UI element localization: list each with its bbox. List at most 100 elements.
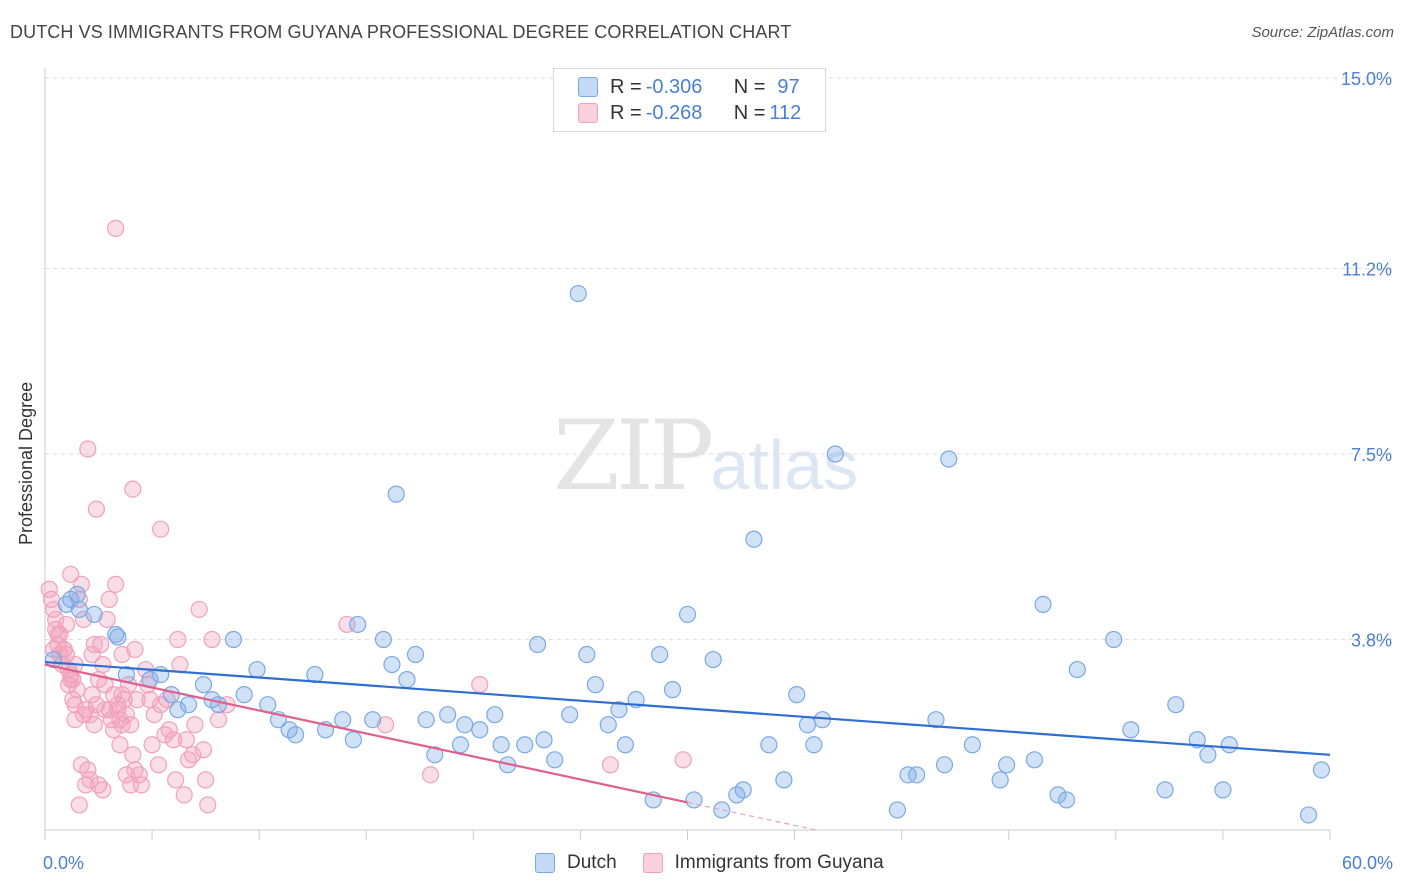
dutch-point bbox=[569, 284, 587, 303]
dutch-point bbox=[1156, 781, 1174, 799]
chart-title: DUTCH VS IMMIGRANTS FROM GUYANA PROFESSI… bbox=[10, 22, 792, 42]
legend-dutch-label: Dutch bbox=[567, 852, 617, 873]
dutch-point bbox=[286, 726, 305, 744]
guyana-point bbox=[471, 676, 489, 694]
dutch-point bbox=[398, 670, 416, 689]
guyana-point bbox=[47, 610, 65, 629]
grid-lines bbox=[45, 77, 1392, 640]
guyana-point bbox=[87, 500, 106, 518]
legend-item-dutch: Dutch bbox=[535, 852, 617, 874]
guyana-point bbox=[42, 590, 61, 608]
dutch-trend-line bbox=[44, 660, 1331, 756]
dutch-point bbox=[775, 771, 793, 789]
dutch-point bbox=[417, 711, 435, 729]
dutch-point bbox=[908, 766, 926, 784]
guyana-point bbox=[62, 565, 80, 583]
dutch-point bbox=[1034, 595, 1052, 614]
dutch-point bbox=[1105, 630, 1123, 649]
guyana-point bbox=[152, 520, 170, 538]
guyana-point bbox=[79, 440, 97, 458]
guyana-point bbox=[74, 610, 93, 629]
guyana-point bbox=[57, 615, 76, 634]
dutch-point bbox=[439, 706, 457, 724]
guyana-point bbox=[190, 600, 208, 619]
dutch-point bbox=[610, 701, 628, 719]
guyana-trend-extension bbox=[687, 801, 817, 831]
guyana-point bbox=[199, 796, 217, 814]
dutch-point bbox=[927, 711, 945, 729]
dutch-point bbox=[1214, 781, 1232, 799]
dutch-point bbox=[713, 801, 731, 819]
dutch-point bbox=[616, 736, 634, 754]
y-tick-label: 15.0% bbox=[1341, 69, 1392, 89]
stats-legend: R = -0.306 N = 97 R = -0.268 N = 112 bbox=[553, 68, 826, 132]
dutch-point bbox=[492, 736, 510, 754]
x-tick-label: 0.0% bbox=[43, 853, 84, 873]
dutch-point bbox=[194, 676, 213, 694]
guyana-points bbox=[40, 219, 692, 814]
dutch-point bbox=[70, 600, 88, 619]
dutch-point bbox=[406, 645, 425, 664]
dutch-point bbox=[888, 801, 906, 819]
guyana-r-label: R = bbox=[610, 101, 642, 124]
dutch-point bbox=[685, 791, 703, 809]
dutch-point bbox=[678, 605, 697, 624]
dutch-point bbox=[1199, 746, 1217, 764]
guyana-point bbox=[40, 580, 58, 598]
guyana-point bbox=[143, 736, 161, 754]
dutch-point bbox=[528, 635, 547, 654]
legend-row-dutch: R = -0.306 N = 97 bbox=[578, 75, 800, 99]
guyana-point bbox=[85, 635, 103, 654]
dutch-point bbox=[426, 746, 444, 764]
guyana-point bbox=[194, 741, 213, 759]
dutch-point bbox=[224, 630, 243, 649]
guyana-point bbox=[104, 721, 123, 739]
guyana-point bbox=[70, 796, 88, 814]
guyana-point bbox=[128, 691, 146, 709]
dutch-point bbox=[471, 721, 489, 739]
guyana-point bbox=[149, 756, 168, 774]
watermark-zip: ZIP bbox=[553, 400, 714, 512]
guyana-point bbox=[203, 630, 221, 649]
dutch-point bbox=[486, 706, 504, 724]
dutch-point bbox=[826, 445, 844, 463]
dutch-point bbox=[586, 676, 605, 694]
dutch-point bbox=[109, 628, 127, 646]
x-tick-label: 60.0% bbox=[1342, 853, 1393, 873]
dutch-point bbox=[805, 736, 823, 754]
guyana-point bbox=[83, 686, 101, 704]
guyana-point bbox=[51, 625, 69, 644]
guyana-point bbox=[376, 716, 395, 734]
guyana-point bbox=[122, 776, 140, 794]
dutch-point bbox=[760, 736, 778, 754]
dutch-point bbox=[663, 681, 682, 699]
dutch-point bbox=[107, 625, 125, 644]
y-tick-label: 7.5% bbox=[1351, 445, 1392, 465]
dutch-point bbox=[169, 701, 187, 719]
dutch-point bbox=[248, 660, 266, 679]
guyana-point bbox=[124, 480, 142, 498]
guyana-point bbox=[100, 590, 118, 608]
dutch-point bbox=[456, 716, 474, 734]
dutch-point bbox=[535, 731, 553, 749]
dutch-point bbox=[651, 645, 669, 664]
guyana-point bbox=[164, 731, 183, 749]
guyana-point bbox=[115, 691, 133, 709]
guyana-point bbox=[674, 751, 692, 769]
dutch-point bbox=[734, 781, 752, 799]
dutch-point bbox=[162, 686, 180, 704]
legend-guyana-swatch bbox=[642, 853, 663, 873]
dutch-point bbox=[1122, 721, 1140, 739]
guyana-point bbox=[55, 640, 73, 659]
guyana-point bbox=[98, 610, 116, 629]
guyana-point bbox=[186, 716, 204, 734]
guyana-point bbox=[124, 746, 142, 764]
dutch-point bbox=[1299, 806, 1318, 824]
guyana-point bbox=[96, 701, 114, 719]
dutch-point bbox=[1188, 731, 1206, 749]
dutch-point bbox=[1220, 736, 1238, 754]
dutch-point bbox=[1025, 751, 1044, 769]
dutch-point bbox=[788, 686, 806, 704]
trend-lines bbox=[44, 660, 1331, 831]
